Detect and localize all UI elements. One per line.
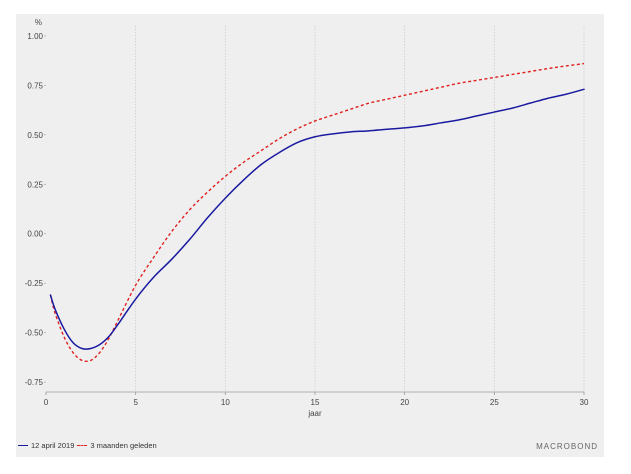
legend-item-series-2: 3 maanden geleden [77,441,157,450]
y-axis-label: % [35,18,42,27]
y-tick-label: 0.50 [27,131,43,140]
x-tick-label: 25 [490,398,499,407]
grid [44,26,585,395]
y-tick-label: 0.00 [27,230,43,239]
x-tick-label: 10 [221,398,230,407]
legend-swatch-series-2 [77,445,88,446]
y-tick-label: -0.75 [25,378,44,387]
x-tick-labels: 0 5 10 15 20 25 30 [44,398,589,407]
series-lines [49,62,585,363]
x-tick-label: 5 [133,398,138,407]
y-tick-label: 0.75 [27,81,43,90]
brand-logo: MACROBOND [536,442,598,451]
chart-frame: 0 5 10 15 20 25 30 1.00 0.75 0.50 0.25 0.00 -0.25 -0… [16,14,604,457]
legend-swatch-series-1 [18,445,28,446]
y-tick-label: -0.25 [25,279,44,288]
x-tick-label: 20 [400,398,409,407]
y-tick-label: 1.00 [27,32,43,41]
x-tick-label: 15 [311,398,320,407]
y-tick-label: 0.25 [27,180,43,189]
yield-curve-chart: 0 5 10 15 20 25 30 1.00 0.75 0.50 0.25 0.00 -0.25 -0… [25,18,589,418]
legend-label-series-2: 3 maanden geleden [90,441,157,450]
legend-label-series-1: 12 april 2019 [31,441,75,450]
series-line-1 [49,88,585,350]
y-tick-labels: 1.00 0.75 0.50 0.25 0.00 -0.25 -0.50 -0.75 [25,32,44,387]
x-tick-label: 30 [580,398,589,407]
x-axis-label: jaar [307,409,322,418]
legend-item-series-1: 12 april 2019 [18,441,74,450]
y-tick-label: -0.50 [25,329,44,338]
legend: 12 april 2019 3 maanden geleden [18,441,160,450]
x-tick-label: 0 [44,398,49,407]
series-line-2 [49,62,585,363]
